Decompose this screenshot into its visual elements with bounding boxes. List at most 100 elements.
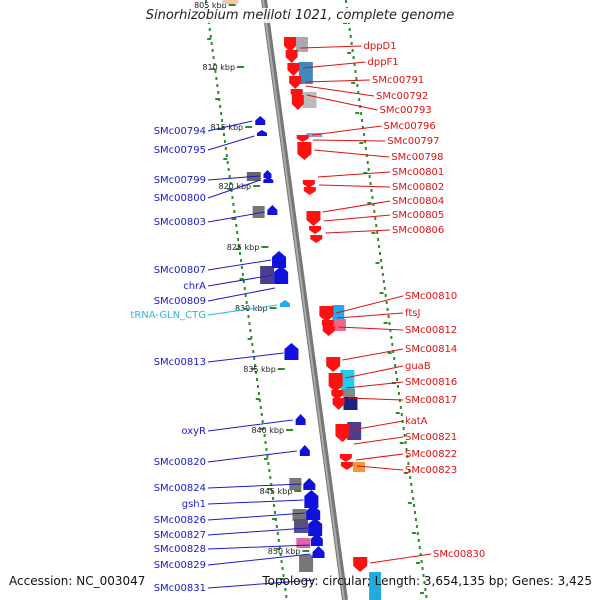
track-dot bbox=[279, 553, 282, 556]
reverse-gene-label: SMc00797 bbox=[387, 136, 439, 147]
track-dot bbox=[358, 98, 361, 101]
track-dot bbox=[375, 224, 378, 227]
track-dot bbox=[228, 175, 231, 178]
reverse-leader-line bbox=[369, 553, 432, 564]
track-dot bbox=[257, 392, 260, 395]
forward-gene-arrow bbox=[306, 505, 321, 520]
track-tick bbox=[359, 142, 364, 144]
track-dot bbox=[376, 231, 379, 234]
forward-gene-arrow bbox=[279, 300, 290, 307]
reverse-leader-line bbox=[303, 61, 366, 69]
track-dot bbox=[251, 343, 254, 346]
reverse-leader-line bbox=[347, 397, 404, 401]
topology-text: Topology: circular; Length: 3,654,135 bp… bbox=[262, 574, 592, 588]
track-dot bbox=[364, 147, 367, 150]
track-tick bbox=[239, 278, 244, 280]
forward-gene-label: SMc00813 bbox=[154, 357, 206, 368]
track-dot bbox=[412, 497, 415, 500]
track-dot bbox=[211, 49, 214, 52]
reverse-gene-label: dppF1 bbox=[368, 57, 399, 68]
track-tick bbox=[215, 98, 220, 100]
reverse-gene-arrow bbox=[319, 306, 334, 322]
track-tick bbox=[407, 502, 412, 504]
track-tick bbox=[207, 38, 212, 40]
track-dot bbox=[273, 511, 276, 514]
forward-leader-line bbox=[207, 483, 302, 489]
track-dot bbox=[285, 595, 288, 598]
track-dot bbox=[227, 168, 230, 171]
forward-gene-arrow bbox=[255, 116, 266, 125]
reverse-leader-line bbox=[344, 365, 404, 379]
reverse-leader-line bbox=[312, 125, 382, 136]
reverse-leader-line bbox=[336, 295, 404, 314]
gene-block bbox=[299, 555, 314, 572]
track-dot bbox=[419, 553, 422, 556]
reverse-gene-label: SMc00810 bbox=[405, 291, 457, 302]
track-dot bbox=[214, 70, 217, 73]
track-dot bbox=[417, 539, 420, 542]
track-dot bbox=[363, 140, 366, 143]
reverse-gene-label: dppD1 bbox=[364, 41, 397, 52]
reverse-leader-line bbox=[318, 184, 391, 188]
track-dot bbox=[253, 357, 256, 360]
track-dot bbox=[411, 490, 414, 493]
forward-gene-label: SMc00831 bbox=[154, 583, 206, 594]
forward-leader-line bbox=[207, 211, 265, 223]
track-dot bbox=[241, 273, 244, 276]
reverse-leader-line bbox=[351, 420, 404, 431]
gene-block bbox=[296, 37, 309, 52]
track-dot bbox=[233, 210, 236, 213]
track-dot bbox=[383, 287, 386, 290]
reverse-gene-arrow bbox=[289, 76, 302, 89]
track-dot bbox=[394, 364, 397, 367]
reverse-leader-line bbox=[356, 465, 404, 471]
kbp-tick bbox=[228, 4, 236, 6]
forward-leader-line bbox=[207, 527, 308, 536]
gene-block bbox=[347, 422, 362, 440]
forward-leader-line bbox=[207, 179, 261, 199]
track-tick bbox=[280, 578, 285, 580]
track-dot bbox=[404, 441, 407, 444]
track-dot bbox=[410, 483, 413, 486]
track-dot bbox=[389, 329, 392, 332]
forward-leader-line bbox=[207, 352, 284, 363]
reverse-leader-line bbox=[312, 139, 386, 142]
forward-gene-label: SMc00807 bbox=[154, 265, 206, 276]
track-dot bbox=[244, 294, 247, 297]
forward-gene-label: tRNA-GLN_CTG bbox=[130, 310, 206, 321]
kbp-tick bbox=[253, 185, 261, 187]
track-dot bbox=[418, 546, 421, 549]
track-dot bbox=[205, 0, 207, 3]
track-dot bbox=[280, 560, 283, 563]
track-dot bbox=[396, 385, 399, 388]
reverse-gene-arrow bbox=[287, 63, 300, 76]
reverse-gene-label: SMc00793 bbox=[380, 105, 432, 116]
kbp-tick bbox=[294, 490, 302, 492]
track-tick bbox=[395, 412, 400, 414]
kbp-tick bbox=[269, 307, 277, 309]
track-dot bbox=[390, 336, 393, 339]
gene-block bbox=[260, 266, 275, 284]
gene-block bbox=[296, 538, 311, 548]
reverse-gene-label: SMc00791 bbox=[372, 75, 424, 86]
track-dot bbox=[393, 357, 396, 360]
forward-gene-arrow bbox=[256, 130, 267, 136]
track-dot bbox=[399, 406, 402, 409]
track-dot bbox=[407, 462, 410, 465]
track-tick bbox=[263, 458, 268, 460]
reverse-gene-label: katA bbox=[405, 416, 428, 427]
forward-leader-line bbox=[207, 544, 310, 550]
reverse-gene-arrow bbox=[339, 454, 352, 462]
reverse-gene-label: SMc00830 bbox=[433, 549, 485, 560]
track-dot bbox=[259, 406, 262, 409]
forward-gene-label: SMc00794 bbox=[154, 126, 206, 137]
track-dot bbox=[220, 112, 223, 115]
track-dot bbox=[224, 147, 227, 150]
forward-gene-label: oxyR bbox=[181, 426, 206, 437]
track-tick bbox=[379, 292, 384, 294]
track-dot bbox=[281, 567, 284, 570]
track-dot bbox=[398, 399, 401, 402]
track-dot bbox=[236, 231, 239, 234]
track-dot bbox=[366, 161, 369, 164]
